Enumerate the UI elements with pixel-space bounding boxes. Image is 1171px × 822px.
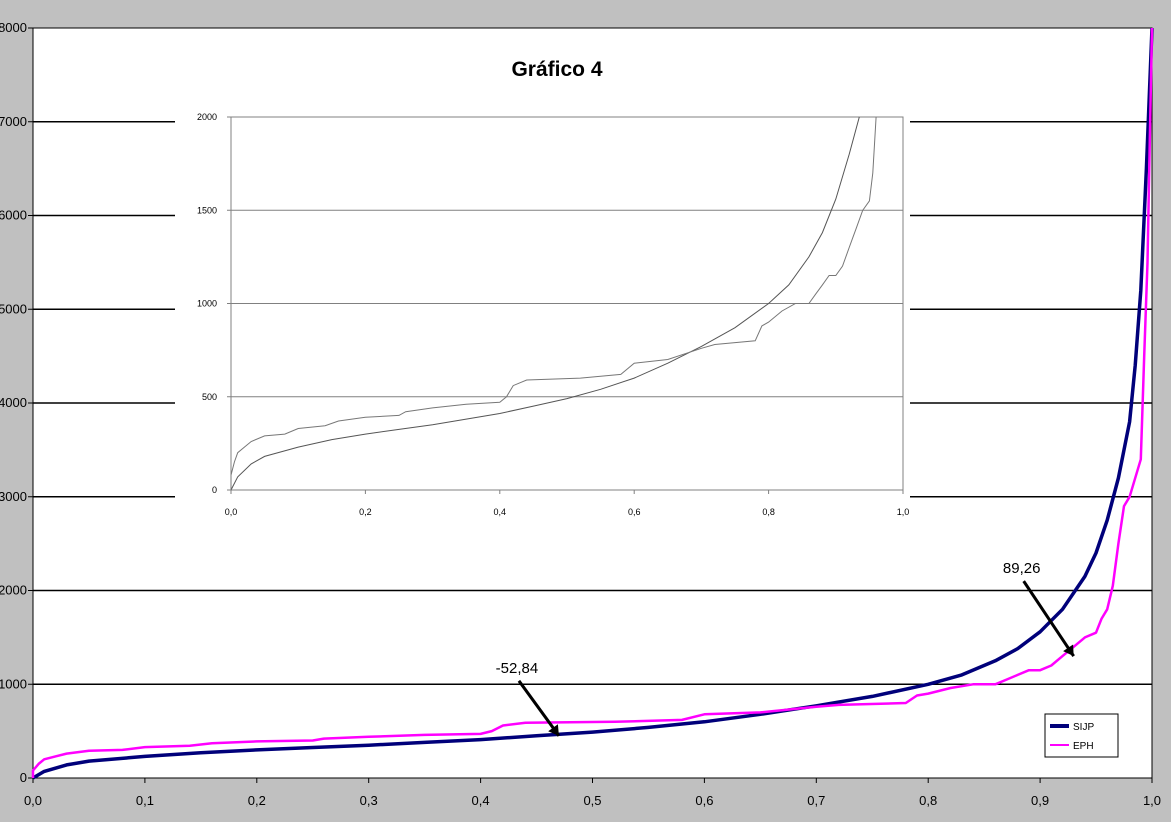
main-y-tick-label: 4000: [0, 395, 27, 410]
annotation-label: -52,84: [496, 660, 539, 677]
main-x-tick-label: 0,6: [695, 793, 713, 808]
annotation-label: 89,26: [1003, 560, 1041, 577]
legend-label-eph: EPH: [1073, 741, 1094, 752]
annotation-arrow: [517, 679, 561, 737]
main-y-tick-label: 8000: [0, 20, 27, 35]
inset-grid: [231, 209, 903, 398]
main-x-tick-label: 0,7: [807, 793, 825, 808]
main-y-tick-label: 0: [20, 770, 27, 785]
main-y-axis: 0 1000 2000 3000 4000 5000 6000 7000 8000: [0, 20, 33, 785]
legend: SIJP EPH: [1044, 713, 1119, 758]
inset-y-tick-label: 2000: [197, 112, 217, 122]
inset-x-tick-label: 0,8: [762, 507, 775, 517]
annotation-arrowhead: [1063, 644, 1074, 657]
annotations: 89,26 -52,84: [496, 560, 1075, 737]
main-x-tick-label: 0,1: [136, 793, 154, 808]
main-x-tick-label: 0,5: [583, 793, 601, 808]
main-x-tick-label: 0,4: [472, 793, 490, 808]
main-x-tick-label: 0,2: [248, 793, 266, 808]
annotation-arrowhead: [548, 724, 559, 736]
inset-y-tick-label: 500: [202, 392, 217, 402]
inset-y-axis: 0 500 1000 1500 2000: [197, 112, 231, 495]
inset-x-tick-label: 0,6: [628, 507, 641, 517]
main-x-tick-label: 0,3: [360, 793, 378, 808]
legend-box: [1044, 713, 1119, 758]
inset-series-line-eph: [230, 116, 877, 490]
annotation-arrow: [1022, 580, 1075, 657]
main-y-tick-label: 7000: [0, 114, 27, 129]
main-y-tick-label: 6000: [0, 208, 27, 223]
inset-x-tick-label: 0,0: [225, 507, 238, 517]
main-series-group: [31, 27, 1154, 780]
inset-x-tick-label: 1,0: [897, 507, 910, 517]
inset-y-tick-label: 1500: [197, 205, 217, 215]
inset-series-line-sijp: [230, 116, 860, 491]
main-y-tick-label: 2000: [0, 583, 27, 598]
inset-x-tick-label: 0,4: [494, 507, 507, 517]
inset-y-tick-label: 0: [212, 485, 217, 495]
main-y-tick-label: 3000: [0, 489, 27, 504]
inset-y-tick-label: 1000: [197, 299, 217, 309]
legend-label-sijp: SIJP: [1073, 722, 1094, 733]
inset-x-tick-label: 0,2: [359, 507, 372, 517]
main-y-tick-label: 1000: [0, 676, 27, 691]
main-x-tick-label: 0,8: [919, 793, 937, 808]
main-x-tick-label: 0,9: [1031, 793, 1049, 808]
series-line-eph: [31, 27, 1154, 778]
inset-series-group: [230, 116, 877, 491]
main-x-tick-label: 0,0: [24, 793, 42, 808]
main-x-axis: 0,0 0,1 0,2 0,3 0,4 0,5 0,6 0,7 0,8 0,9 1,0: [24, 778, 1161, 808]
main-x-tick-label: 1,0: [1143, 793, 1161, 808]
chart-title: Gráfico 4: [511, 58, 602, 81]
inset-x-axis: 0,0 0,2 0,4 0,6 0,8 1,0: [225, 490, 910, 517]
main-y-tick-label: 5000: [0, 301, 27, 316]
